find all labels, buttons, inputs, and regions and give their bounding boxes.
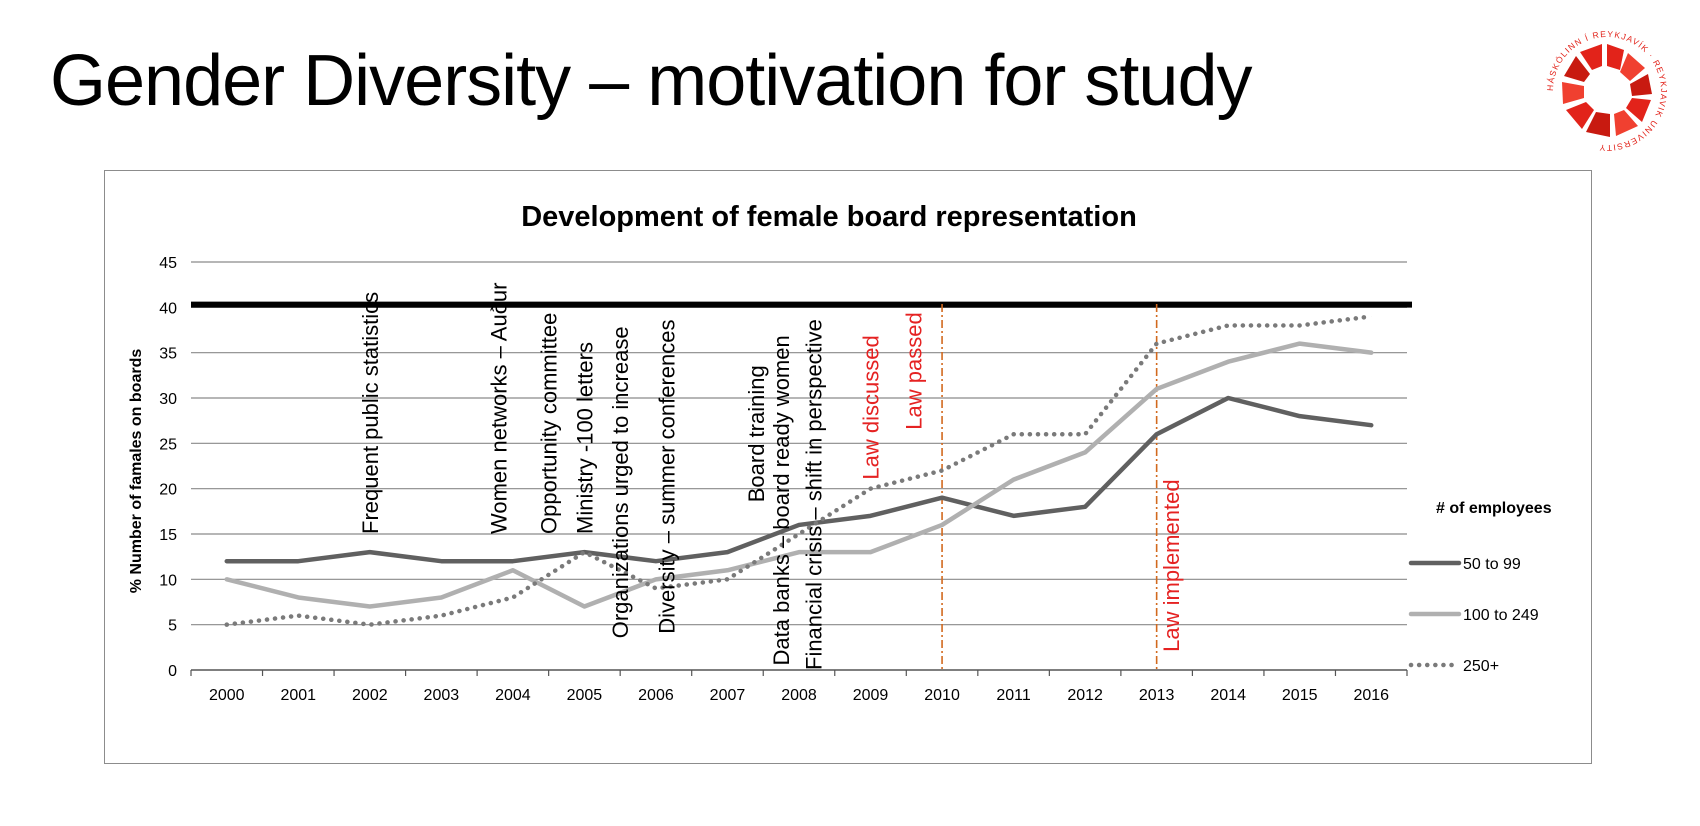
timeline-annotation: Law passed: [901, 312, 926, 429]
x-tick-label: 2004: [495, 687, 531, 704]
y-tick-label: 45: [159, 255, 177, 272]
female-board-chart: Development of female board representati…: [128, 201, 1552, 704]
y-tick-label: 30: [159, 391, 177, 408]
x-tick-label: 2010: [924, 687, 960, 704]
x-tick-label: 2003: [424, 687, 460, 704]
x-tick-label: 2007: [710, 687, 746, 704]
timeline-annotation: Opportunity committee: [537, 313, 562, 534]
y-tick-label: 10: [159, 572, 177, 589]
x-tick-label: 2016: [1353, 687, 1389, 704]
y-tick-label: 0: [168, 663, 177, 680]
slide-title: Gender Diversity – motivation for study: [50, 41, 1252, 121]
y-axis-label: % Number of famales on boards: [128, 349, 145, 594]
x-tick-label: 2013: [1139, 687, 1175, 704]
y-tick-label: 25: [159, 436, 177, 453]
series-line-3: [224, 314, 1374, 627]
x-tick-label: 2014: [1210, 687, 1246, 704]
timeline-annotation: Women networks – Auður: [487, 283, 512, 535]
y-tick-label: 20: [159, 482, 177, 499]
y-tick-label: 40: [159, 300, 177, 317]
y-tick-label: 15: [159, 527, 177, 544]
y-tick-label: 5: [168, 618, 177, 635]
legend-label: 250+: [1463, 658, 1499, 675]
x-tick-label: 2008: [781, 687, 817, 704]
legend-label: 50 to 99: [1463, 556, 1521, 573]
x-tick-label: 2015: [1282, 687, 1318, 704]
timeline-annotation: Frequent public statistics: [358, 292, 383, 534]
timeline-annotation: Law implemented: [1159, 479, 1184, 651]
timeline-annotation: Financial crisis – shift in perspective: [801, 319, 826, 670]
timeline-annotation: Organizations urged to increase: [608, 326, 633, 638]
timeline-annotation: Board training: [744, 365, 769, 502]
x-tick-label: 2005: [567, 687, 603, 704]
reykjavik-university-logo: HÁSKÓLINN Í REYKJAVÍK · REYKJAVIK UNIVER…: [1545, 29, 1668, 153]
x-tick-label: 2009: [853, 687, 889, 704]
chart-frame: Development of female board representati…: [104, 170, 1592, 764]
logo-emblem: [1562, 44, 1652, 137]
legend-label: 100 to 249: [1463, 607, 1539, 624]
x-tick-label: 2006: [638, 687, 674, 704]
x-tick-label: 2001: [280, 687, 316, 704]
x-tick-label: 2002: [352, 687, 388, 704]
chart-title: Development of female board representati…: [521, 201, 1137, 233]
timeline-annotation: Law discussed: [859, 335, 884, 479]
x-tick-label: 2011: [996, 687, 1031, 704]
timeline-annotation: Diversity – summer conferences: [655, 320, 680, 634]
timeline-annotation: Ministry -100 letters: [572, 342, 597, 534]
x-tick-label: 2012: [1067, 687, 1103, 704]
series-line-1: [224, 395, 1374, 564]
legend-title: # of employees: [1436, 500, 1552, 517]
y-tick-label: 35: [159, 346, 177, 363]
series-line-2: [224, 341, 1374, 609]
timeline-annotation: Data banks – board ready women: [769, 335, 794, 665]
x-tick-label: 2000: [209, 687, 245, 704]
